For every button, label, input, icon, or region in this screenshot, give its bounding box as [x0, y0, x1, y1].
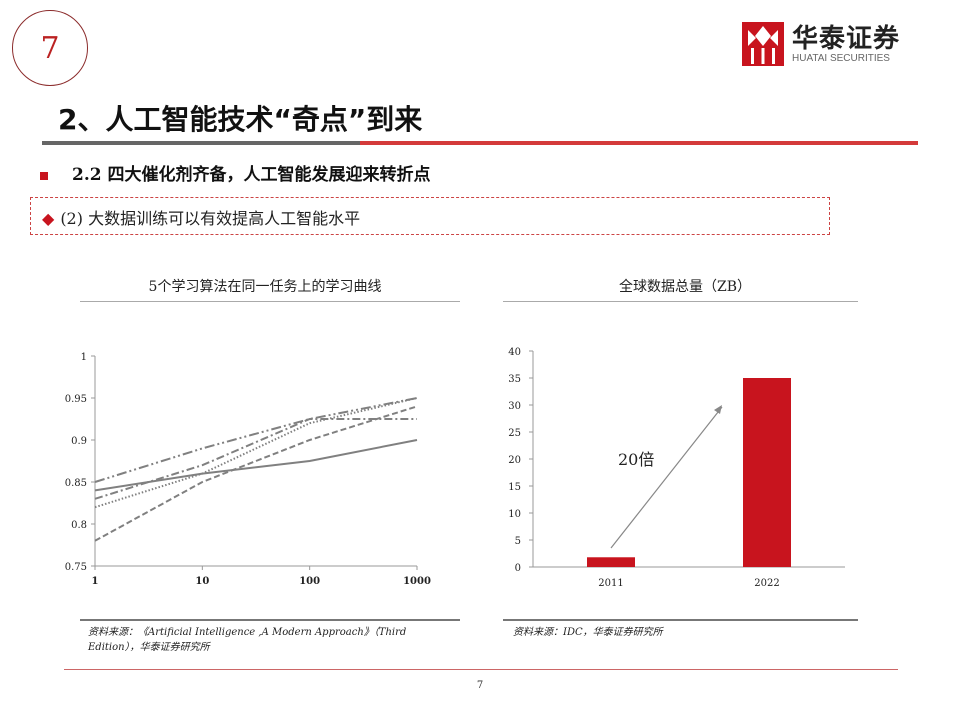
chart-title-rule	[503, 301, 858, 302]
series-line-dotted	[94, 397, 418, 509]
y-tick-label: 40	[508, 347, 521, 358]
series-line-solid	[94, 439, 418, 492]
series-line-dashed	[94, 405, 418, 542]
y-tick-label: 20	[508, 455, 521, 466]
point: ◆ (2) 大数据训练可以有效提高人工智能水平	[42, 205, 360, 229]
logo-cn: 华泰证券	[792, 23, 901, 54]
bar-2022	[743, 378, 791, 567]
x-tick-label: 2022	[754, 578, 779, 589]
growth-arrow	[610, 406, 723, 549]
point-text: (2) 大数据训练可以有效提高人工智能水平	[60, 209, 361, 228]
bullet-square-icon	[40, 171, 48, 180]
x-tick-label: 1000	[403, 576, 431, 587]
series-line-dash-dot	[94, 418, 417, 500]
y-tick-label: 35	[508, 374, 521, 385]
y-tick-label: 15	[508, 482, 521, 493]
y-tick-label: 1	[81, 352, 87, 363]
diamond-bullet-icon: ◆	[42, 209, 55, 228]
slide-number-badge: 7	[12, 10, 88, 86]
point-box	[30, 197, 830, 235]
y-tick-label: 0.9	[71, 436, 87, 447]
x-tick-label: 10	[195, 576, 209, 587]
line-chart-source: 资料来源：《Artificial Intelligence ,A Modern …	[88, 627, 407, 653]
y-tick-label: 5	[515, 536, 521, 547]
growth-annotation: 20倍	[618, 450, 654, 469]
line-chart-title: 5个学习算法在同一任务上的学习曲线	[148, 279, 382, 295]
section-subtitle: 2.2 四大催化剂齐备，人工智能发展迎来转折点	[40, 160, 431, 185]
x-tick-label: 100	[299, 576, 320, 587]
y-tick-label: 30	[508, 401, 521, 412]
title-rule-gray	[42, 141, 360, 145]
page-number: 7	[476, 680, 484, 691]
arrow-head-icon	[714, 405, 722, 414]
x-tick-label: 2011	[598, 578, 623, 589]
page-title: 2、人工智能技术“奇点”到来	[58, 103, 423, 136]
y-tick-label: 0.85	[65, 478, 87, 489]
source-rule	[80, 619, 460, 621]
logo-en: HUATAI SECURITIES	[792, 52, 890, 64]
huatai-logo: 华泰证券 HUATAI SECURITIES	[742, 22, 900, 66]
y-tick-label: 0.95	[65, 394, 87, 405]
y-tick-label: 10	[508, 509, 521, 520]
footer-rule	[64, 669, 898, 670]
logo-mark-icon	[742, 22, 784, 66]
bar-chart-title: 全球数据总量（ZB）	[618, 279, 751, 295]
bar-chart-source: 资料来源：IDC，华泰证券研究所	[513, 627, 663, 638]
y-tick-label: 0.8	[71, 520, 87, 531]
title-rule-red	[360, 141, 918, 145]
subtitle-text: 2.2 四大催化剂齐备，人工智能发展迎来转折点	[72, 165, 431, 185]
y-tick-label: 0	[515, 563, 521, 574]
y-tick-label: 0.75	[65, 562, 87, 573]
x-tick-label: 1	[92, 576, 99, 587]
series-line-long-dash-dot-dot	[94, 397, 418, 483]
chart-title-rule	[80, 301, 460, 302]
bar-2011	[587, 557, 635, 567]
y-tick-label: 25	[508, 428, 521, 439]
source-rule	[503, 619, 858, 621]
